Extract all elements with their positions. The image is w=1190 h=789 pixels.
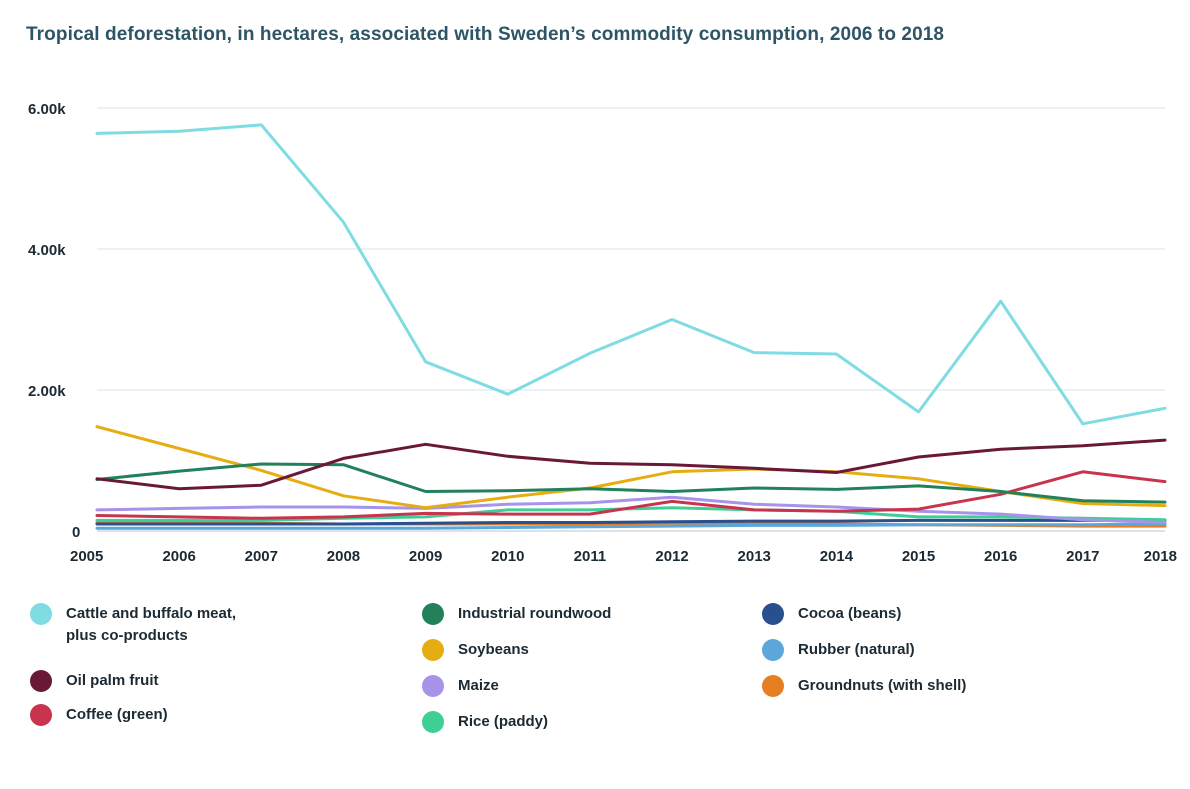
series-line-cattle-and-buffalo-meat-plus-co-products	[95, 123, 1167, 426]
legend-swatch-maize	[422, 675, 444, 697]
x-tick-label-8: 2013	[738, 548, 771, 565]
legend-swatch-cattle	[30, 603, 52, 625]
y-tick-label-0: 0	[72, 524, 80, 541]
series-line-rubber-natural	[95, 522, 1167, 530]
x-tick-label-2: 2007	[245, 548, 278, 565]
line-chart: 0 2.00k 4.00k 6.00k 2005 2006 2007 2008 2009 2010…	[28, 101, 1177, 565]
legend-item-rubber: Rubber (natural)	[762, 639, 915, 661]
x-tick-label-0: 2005	[70, 548, 103, 565]
legend-label-cattle: Cattle and buffalo meat,	[66, 605, 237, 622]
series-line-maize	[95, 495, 1167, 524]
y-tick-label-1: 2.00k	[28, 383, 66, 400]
x-tick-label-13: 2018	[1144, 548, 1177, 565]
chart-title: Tropical deforestation, in hectares, ass…	[26, 24, 945, 45]
legend-label-groundnuts: Groundnuts (with shell)	[798, 677, 967, 694]
series-line-oil-palm-fruit	[95, 438, 1167, 491]
legend-item-cattle: Cattle and buffalo meat, plus co-product…	[30, 603, 236, 647]
legend-item-cocoa: Cocoa (beans)	[762, 603, 901, 625]
x-tick-label-3: 2008	[327, 548, 360, 565]
y-tick-label-2: 4.00k	[28, 242, 66, 259]
legend-swatch-soybeans	[422, 639, 444, 661]
legend-label-coffee: Coffee (green)	[66, 706, 168, 723]
legend-label-roundwood: Industrial roundwood	[458, 605, 612, 622]
legend-item-oil-palm: Oil palm fruit	[30, 670, 159, 692]
legend-label-soybeans: Soybeans	[458, 641, 529, 658]
legend-label-oil-palm: Oil palm fruit	[66, 672, 159, 689]
x-tick-label-1: 2006	[162, 548, 195, 565]
legend-swatch-coffee	[30, 704, 52, 726]
legend-label-rubber: Rubber (natural)	[798, 641, 915, 658]
legend-swatch-groundnuts	[762, 675, 784, 697]
legend-label-rice: Rice (paddy)	[458, 713, 549, 730]
legend-item-rice: Rice (paddy)	[422, 711, 548, 733]
legend-label-cocoa: Cocoa (beans)	[798, 605, 902, 622]
series-line-coffee-green	[95, 470, 1167, 520]
x-tick-label-5: 2010	[491, 548, 524, 565]
legend-swatch-rice	[422, 711, 444, 733]
x-tick-label-12: 2017	[1066, 548, 1099, 565]
x-tick-label-6: 2011	[574, 548, 607, 565]
x-tick-label-11: 2016	[984, 548, 1017, 565]
x-tick-label-9: 2014	[820, 548, 854, 565]
series-line-cocoa-beans	[95, 518, 1167, 526]
legend-item-soybeans: Soybeans	[422, 639, 529, 661]
x-tick-label-10: 2015	[902, 548, 935, 565]
legend-swatch-oil-palm	[30, 670, 52, 692]
legend-item-groundnuts: Groundnuts (with shell)	[762, 675, 966, 697]
legend-item-maize: Maize	[422, 675, 499, 697]
legend-swatch-rubber	[762, 639, 784, 661]
series-line-industrial-roundwood	[95, 462, 1167, 504]
x-tick-label-4: 2009	[409, 548, 442, 565]
legend-swatch-roundwood	[422, 603, 444, 625]
legend-swatch-cocoa	[762, 603, 784, 625]
legend-item-roundwood: Industrial roundwood	[422, 603, 611, 625]
legend-label-cattle-line2: plus co-products	[66, 627, 188, 644]
y-tick-label-3: 6.00k	[28, 101, 66, 118]
legend-item-coffee: Coffee (green)	[30, 704, 168, 726]
x-tick-label-7: 2012	[655, 548, 688, 565]
series-line-soybeans	[95, 425, 1167, 510]
legend-label-maize: Maize	[458, 677, 499, 694]
